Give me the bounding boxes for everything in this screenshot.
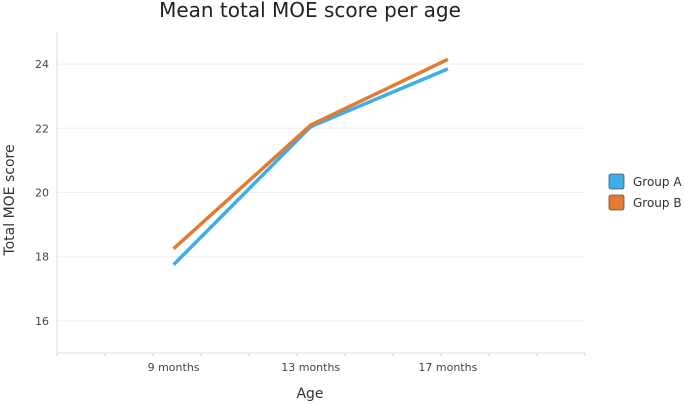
legend-swatch: [608, 194, 625, 211]
series-lines: [172, 57, 449, 266]
y-tick-label: 18: [35, 251, 49, 264]
x-axis-title: Age: [296, 386, 323, 402]
legend-label: Group B: [633, 196, 682, 210]
y-tick-label: 24: [35, 58, 49, 71]
x-tick-label: 17 months: [418, 361, 477, 374]
y-axis-ticks: 16 18 20 22 24: [35, 58, 49, 328]
chart-title: Mean total MOE score per age: [159, 0, 461, 22]
x-tick-label: 9 months: [148, 361, 200, 374]
y-tick-label: 20: [35, 187, 49, 200]
y-tick-label: 16: [35, 315, 49, 328]
legend-swatch: [608, 173, 625, 190]
axes: [56, 32, 586, 356]
legend-label: Group A: [633, 175, 682, 189]
x-axis-ticks: 9 months 13 months 17 months: [148, 361, 478, 374]
series-line-group-a: [172, 67, 449, 266]
legend: Group A Group B: [608, 173, 682, 211]
y-tick-label: 22: [35, 122, 49, 135]
series-line-group-b: [172, 57, 449, 250]
x-tick-label: 13 months: [281, 361, 340, 374]
y-axis-title: Total MOE score: [2, 144, 18, 256]
gridlines: [57, 63, 585, 322]
